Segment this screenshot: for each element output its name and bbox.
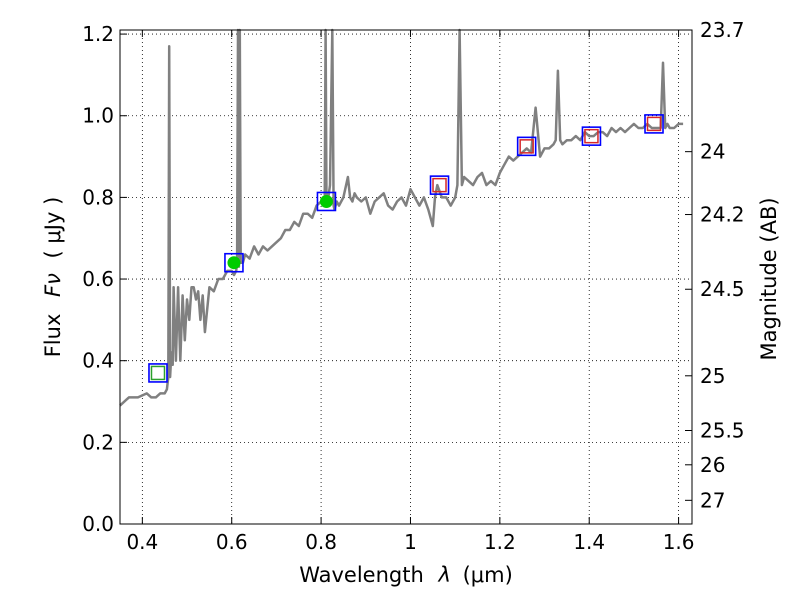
y2-axis-title: Magnitude (AB) bbox=[757, 197, 781, 360]
x-tick-label: 1.6 bbox=[663, 530, 695, 554]
y-tick-label: 0.0 bbox=[82, 512, 114, 536]
grid-lines bbox=[120, 30, 692, 525]
y-tick-label: 0.4 bbox=[82, 349, 114, 373]
magnitude-tick-label: 24 bbox=[700, 140, 725, 164]
x-axis-title-prefix: Wavelength bbox=[299, 563, 424, 587]
y-tick-label: 0.2 bbox=[82, 430, 114, 454]
magnitude-tick-label: 23.7 bbox=[700, 18, 745, 42]
photometry-detection-marker bbox=[227, 256, 241, 270]
photometry-detection-marker bbox=[319, 194, 333, 208]
magnitude-tick-label: 25.5 bbox=[700, 419, 745, 443]
magnitude-tick-label: 25 bbox=[700, 364, 725, 388]
x-axis-title-symbol: λ bbox=[437, 563, 450, 587]
photometry-box bbox=[316, 191, 337, 212]
y-axis-title: Flux Fν ( μJy ) bbox=[41, 197, 65, 358]
x-axis-title: Wavelength λ (μm) bbox=[299, 563, 513, 587]
photometry-model-marker bbox=[646, 116, 662, 132]
y-tick-label: 1.0 bbox=[82, 104, 114, 128]
magnitude-tick-label: 24.2 bbox=[700, 203, 745, 227]
y-axis-title-unit: ( μJy ) bbox=[41, 197, 65, 259]
spectrum bbox=[119, 28, 684, 407]
y-axis-title-prefix: Flux bbox=[41, 314, 65, 358]
y-tick-label: 0.6 bbox=[82, 267, 114, 291]
photometry-box bbox=[148, 363, 168, 383]
y-axis-title-symbol: Fν bbox=[41, 273, 65, 297]
photometry-box bbox=[429, 175, 450, 195]
y-tick-label: 1.2 bbox=[82, 22, 114, 46]
photometry-box bbox=[644, 114, 664, 134]
plot-frame bbox=[119, 29, 693, 525]
x-tick-label: 0.6 bbox=[216, 530, 248, 554]
photometry-box bbox=[224, 252, 244, 273]
magnitude-tick-label: 26 bbox=[700, 453, 725, 477]
photometry-model-marker bbox=[519, 139, 534, 154]
x-axis-title-unit: (μm) bbox=[463, 563, 513, 587]
y-tick-label: 0.8 bbox=[82, 185, 114, 209]
magnitude-tick-label: 27 bbox=[700, 488, 725, 512]
photometry-model-marker bbox=[584, 128, 599, 144]
photometry-model-marker bbox=[150, 365, 166, 381]
photometry-model-marker bbox=[432, 177, 447, 193]
axis-ticks: 0.4 0.6 0.8 1 1.2 1.4 1.6 0.0 0.2 0.4 0.6 0.8 1.0 1.2… bbox=[82, 18, 744, 554]
spectrum-line bbox=[119, 28, 684, 407]
x-tick-label: 0.8 bbox=[305, 530, 337, 554]
x-tick-label: 1.2 bbox=[484, 530, 516, 554]
photometry-box bbox=[581, 126, 602, 146]
x-tick-label: 1.4 bbox=[573, 530, 605, 554]
photometry-points bbox=[148, 114, 664, 383]
photometry-box bbox=[516, 136, 537, 157]
x-tick-label: 1 bbox=[404, 530, 417, 554]
magnitude-tick-label: 24.5 bbox=[700, 277, 745, 301]
x-tick-label: 0.4 bbox=[126, 530, 158, 554]
